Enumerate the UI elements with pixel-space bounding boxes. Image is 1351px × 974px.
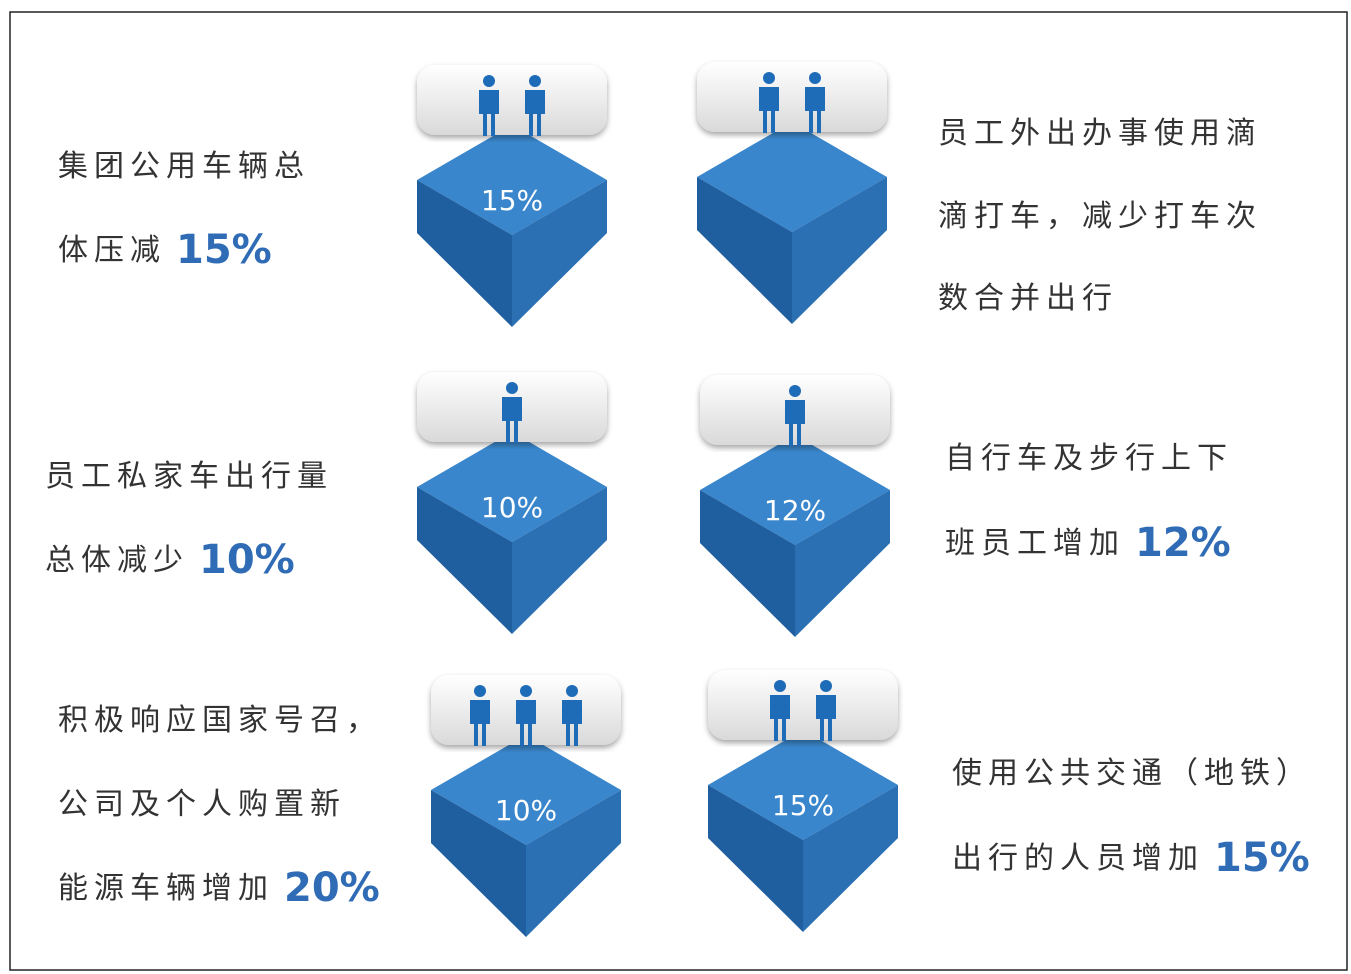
person-head [763,72,775,84]
face-left [417,487,512,634]
person-head [774,680,786,692]
badge-label: 15% [772,789,834,822]
description-text: 公司及个人购置新 [58,787,346,822]
face-right [526,790,621,937]
person-body [525,90,545,136]
face-right [512,487,607,634]
description-text: 使用公共交通（地铁） [952,756,1312,791]
pictogram [417,372,607,634]
person-head [820,680,832,692]
description-line: 员工私家车出行量 [45,459,333,494]
highlight-value: 15% [1214,835,1310,881]
highlight-value: 15% [176,227,272,273]
face-right [795,490,890,637]
description-line: 积极响应国家号召， [58,703,382,738]
face-right [792,177,887,324]
highlight-value: 12% [1135,520,1231,566]
description-line: 能源车辆增加 20% [58,865,380,911]
person-body [816,695,836,741]
description-text: 积极响应国家号召， [58,703,382,738]
description-line: 集团公用车辆总 [58,149,310,184]
person-head [789,385,801,397]
person-head [809,72,821,84]
person-body [759,87,779,133]
highlight-value: 20% [284,865,380,911]
description-text: 滴打车，减少打车次 [938,199,1262,234]
description-line: 总体减少 10% [45,537,295,583]
badge-label: 10% [481,491,543,524]
description-text: 总体减少 [45,543,189,578]
description-text: 体压减 [58,233,166,268]
person-head [483,75,495,87]
description-text: 员工外出办事使用滴 [938,116,1262,151]
description-line: 使用公共交通（地铁） [952,756,1312,791]
person-body [805,87,825,133]
description-line: 员工外出办事使用滴 [938,116,1262,151]
face-left [417,180,512,327]
cap [708,670,898,740]
description-line: 滴打车，减少打车次 [938,199,1262,234]
pictogram [708,670,898,932]
person-body [785,400,805,446]
description-text: 出行的人员增加 [952,841,1204,876]
pictogram [417,65,607,327]
face-left [697,177,792,324]
face-right [512,180,607,327]
description-line: 出行的人员增加 15% [952,835,1310,881]
person-body [502,397,522,443]
face-left [431,790,526,937]
pictogram [431,675,621,937]
description-line: 公司及个人购置新 [58,787,346,822]
person-body [470,700,490,746]
description-line: 自行车及步行上下 [945,441,1233,476]
description-text: 员工私家车出行量 [45,459,333,494]
description-text: 班员工增加 [945,526,1125,561]
description-line: 数合并出行 [938,281,1118,316]
cap [697,62,887,132]
description-line: 班员工增加 12% [945,520,1231,566]
description-line: 体压减 15% [58,227,272,273]
person-body [479,90,499,136]
badge-label: 12% [764,494,826,527]
person-head [566,685,578,697]
person-body [770,695,790,741]
description-text: 集团公用车辆总 [58,149,310,184]
person-body [516,700,536,746]
pictogram [697,62,887,324]
person-body [562,700,582,746]
badge-label: 10% [495,794,557,827]
badge-label: 15% [481,184,543,217]
person-head [529,75,541,87]
face-right [803,785,898,932]
person-head [506,382,518,394]
cap [417,65,607,135]
description-text: 自行车及步行上下 [945,441,1233,476]
face-left [700,490,795,637]
person-head [520,685,532,697]
pictogram [700,375,890,637]
description-text: 数合并出行 [938,281,1118,316]
person-head [474,685,486,697]
description-text: 能源车辆增加 [58,871,274,906]
frame [9,11,1348,971]
face-left [708,785,803,932]
highlight-value: 10% [199,537,295,583]
